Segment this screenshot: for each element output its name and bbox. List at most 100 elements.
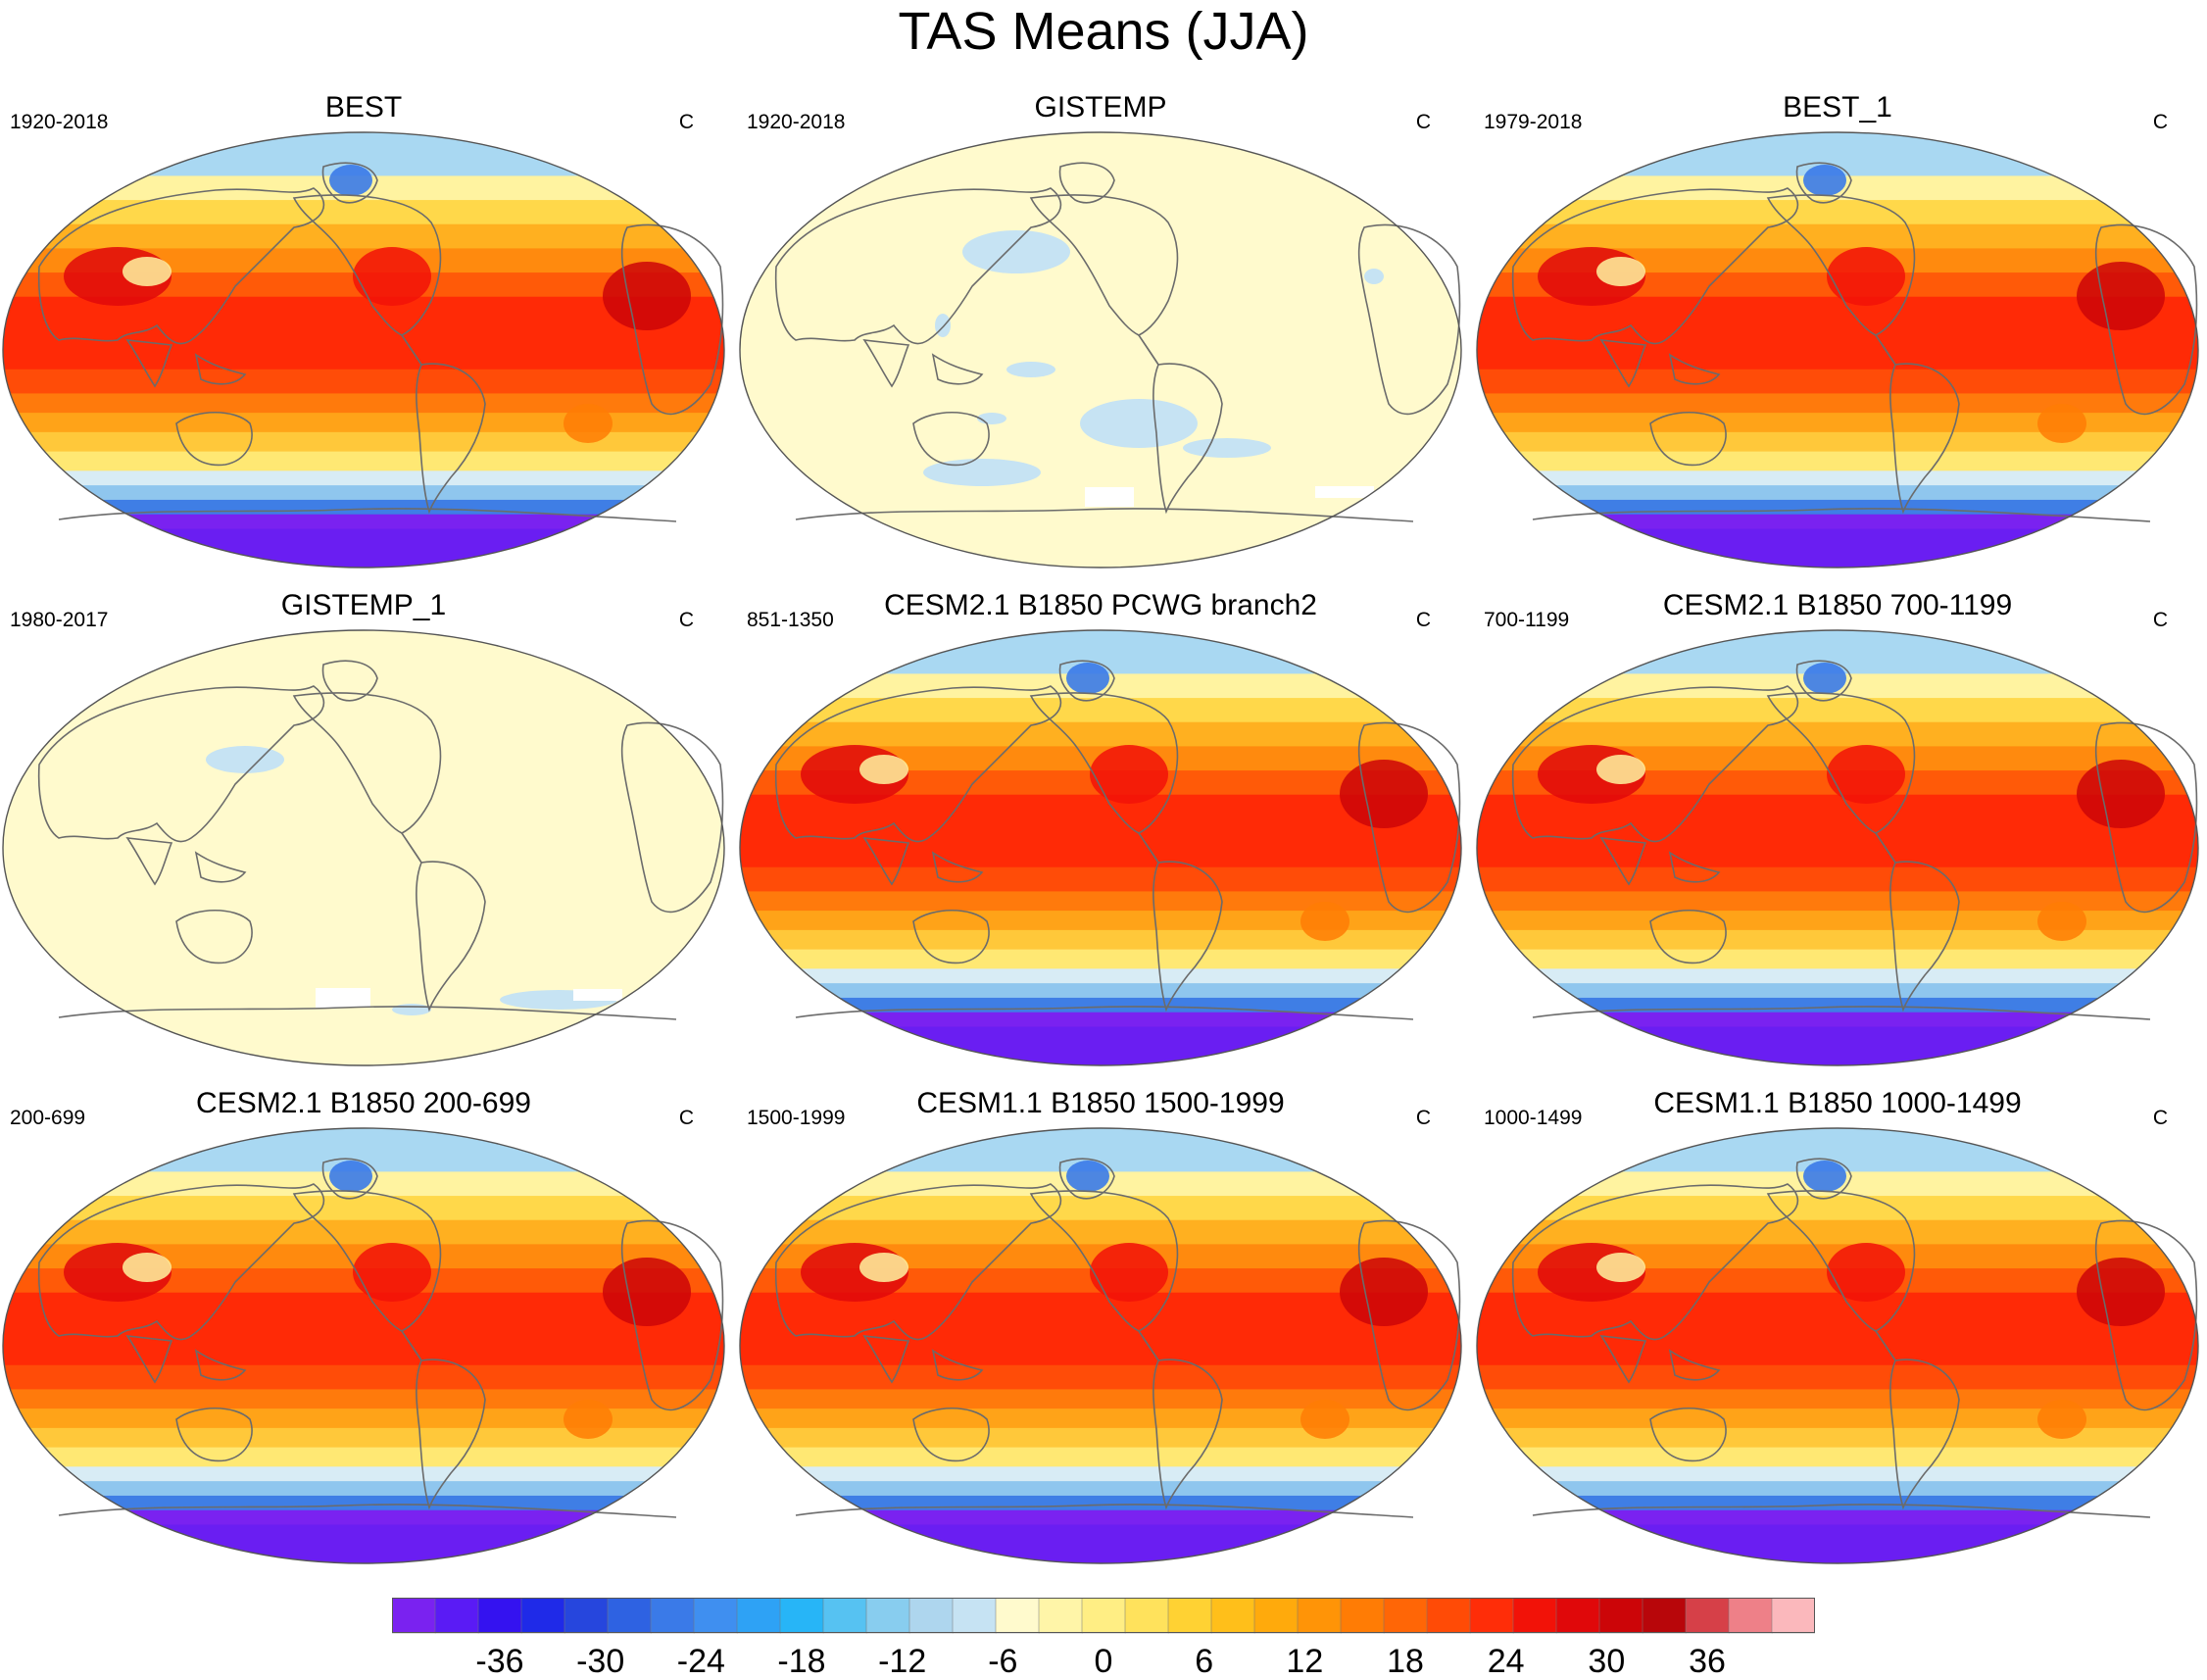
temperature-band: [3, 296, 724, 371]
panel-units: C: [1415, 609, 1431, 631]
coastline: [1599, 339, 1647, 388]
temperature-band: [740, 1481, 1461, 1497]
coastlines: [1511, 1158, 2198, 1518]
temperature-band: [740, 698, 1461, 723]
temperature-band: [3, 200, 724, 225]
coastline: [175, 1407, 253, 1462]
coastline: [1889, 363, 1960, 515]
temperature-anomaly-blob: [603, 262, 691, 330]
temperature-anomaly-blob: [564, 404, 613, 443]
antarctic-coastline: [1532, 1006, 2151, 1020]
temperature-band: [3, 1292, 724, 1366]
coastline: [416, 861, 486, 1013]
coastline: [1795, 162, 1852, 204]
temperature-band: [1477, 1292, 2198, 1366]
temperature-anomaly-blob: [2077, 760, 2165, 828]
temperature-band: [1477, 794, 2198, 868]
colorbar-tick-label: 12: [1286, 1643, 1323, 1680]
coastline: [1357, 223, 1461, 416]
map-boundary: [1476, 131, 2199, 568]
antarctic-coastline: [1532, 1504, 2151, 1518]
temperature-band: [3, 1219, 724, 1246]
colorbar-swatch: [1771, 1598, 1815, 1634]
coastline: [912, 1407, 990, 1462]
temperature-field: [740, 132, 1461, 568]
coastline: [175, 909, 253, 964]
panel-units: C: [2152, 1107, 2168, 1129]
temperature-band: [1477, 223, 2198, 250]
panel-period: 1920-2018: [10, 111, 109, 133]
temperature-band: [740, 721, 1461, 748]
coastline: [774, 187, 1062, 345]
temperature-band: [1477, 413, 2198, 433]
coastlines: [1511, 660, 2198, 1020]
colorbar-swatch: [1253, 1598, 1299, 1634]
temperature-anomaly-blob: [1596, 257, 1645, 286]
temperature-band: [1477, 369, 2198, 395]
map-boundary: [2, 629, 725, 1066]
colorbar-swatch: [1297, 1598, 1342, 1634]
temperature-band: [1477, 1219, 2198, 1246]
temperature-band: [1477, 721, 2198, 748]
coastline: [37, 1183, 325, 1341]
map-boundary: [2, 131, 725, 568]
colorbar-swatch: [1685, 1598, 1730, 1634]
world-map: [2, 1127, 725, 1564]
temperature-anomaly-blob: [1827, 247, 1905, 306]
colorbar-tick-label: 30: [1588, 1643, 1625, 1680]
antarctic-coastline: [58, 1504, 677, 1518]
colorbar-swatch: [607, 1598, 652, 1634]
map-panel: BEST_1 1979-2018 C: [1474, 90, 2201, 570]
temperature-band: [740, 1495, 1461, 1511]
coastline: [125, 837, 173, 886]
colorbar-swatch: [693, 1598, 738, 1634]
coastlines: [37, 162, 724, 522]
temperature-anomaly-blob: [1340, 1258, 1428, 1326]
panel-period: 1980-2017: [10, 609, 109, 631]
coastline: [862, 1335, 910, 1384]
greenland-ice: [329, 1161, 372, 1192]
coastline: [194, 353, 247, 385]
coastline: [1599, 1335, 1647, 1384]
temperature-band: [3, 470, 724, 487]
coastlines: [37, 660, 724, 1020]
temperature-band: [740, 1389, 1461, 1410]
coastline: [931, 353, 984, 385]
colorbar-tick-label: -24: [677, 1643, 725, 1680]
temperature-anomaly-blob: [1827, 745, 1905, 804]
greenland-ice: [1066, 1161, 1109, 1192]
coastline: [1029, 692, 1179, 834]
colorbar-tick-label: 36: [1689, 1643, 1726, 1680]
temperature-band: [3, 1364, 724, 1391]
panel-period: 1000-1499: [1484, 1107, 1583, 1129]
temperature-anomaly-blob: [1340, 760, 1428, 828]
colorbar-tick-label: -36: [475, 1643, 523, 1680]
panel-units: C: [678, 609, 694, 631]
map-panel: GISTEMP_1 1980-2017 C: [0, 588, 727, 1068]
antarctic-ice: [3, 1524, 724, 1563]
temperature-band: [1477, 1481, 2198, 1497]
panel-units: C: [678, 111, 694, 133]
coastline: [2094, 223, 2198, 416]
temperature-band: [1477, 1196, 2198, 1221]
temperature-band: [1477, 997, 2198, 1013]
antarctic-ice: [1477, 1026, 2198, 1065]
colorbar-swatch: [1124, 1598, 1169, 1634]
temperature-anomaly-blob: [1300, 902, 1349, 941]
coastline: [1649, 909, 1727, 964]
coastline: [1889, 861, 1960, 1013]
colorbar-swatch: [1469, 1598, 1514, 1634]
coastline: [37, 187, 325, 345]
missing-data-region: [316, 988, 370, 1008]
temperature-band: [1477, 968, 2198, 985]
temperature-band: [1477, 1447, 2198, 1468]
colorbar-frame: [392, 1598, 1815, 1633]
anomaly-region: [1364, 269, 1384, 284]
temperature-anomaly-blob: [353, 1243, 431, 1302]
temperature-band: [1477, 929, 2198, 951]
temperature-band: [1477, 296, 2198, 371]
temperature-anomaly-blob: [123, 1253, 172, 1282]
temperature-band: [1477, 1389, 2198, 1410]
temperature-band: [3, 413, 724, 433]
temperature-band: [3, 1408, 724, 1429]
